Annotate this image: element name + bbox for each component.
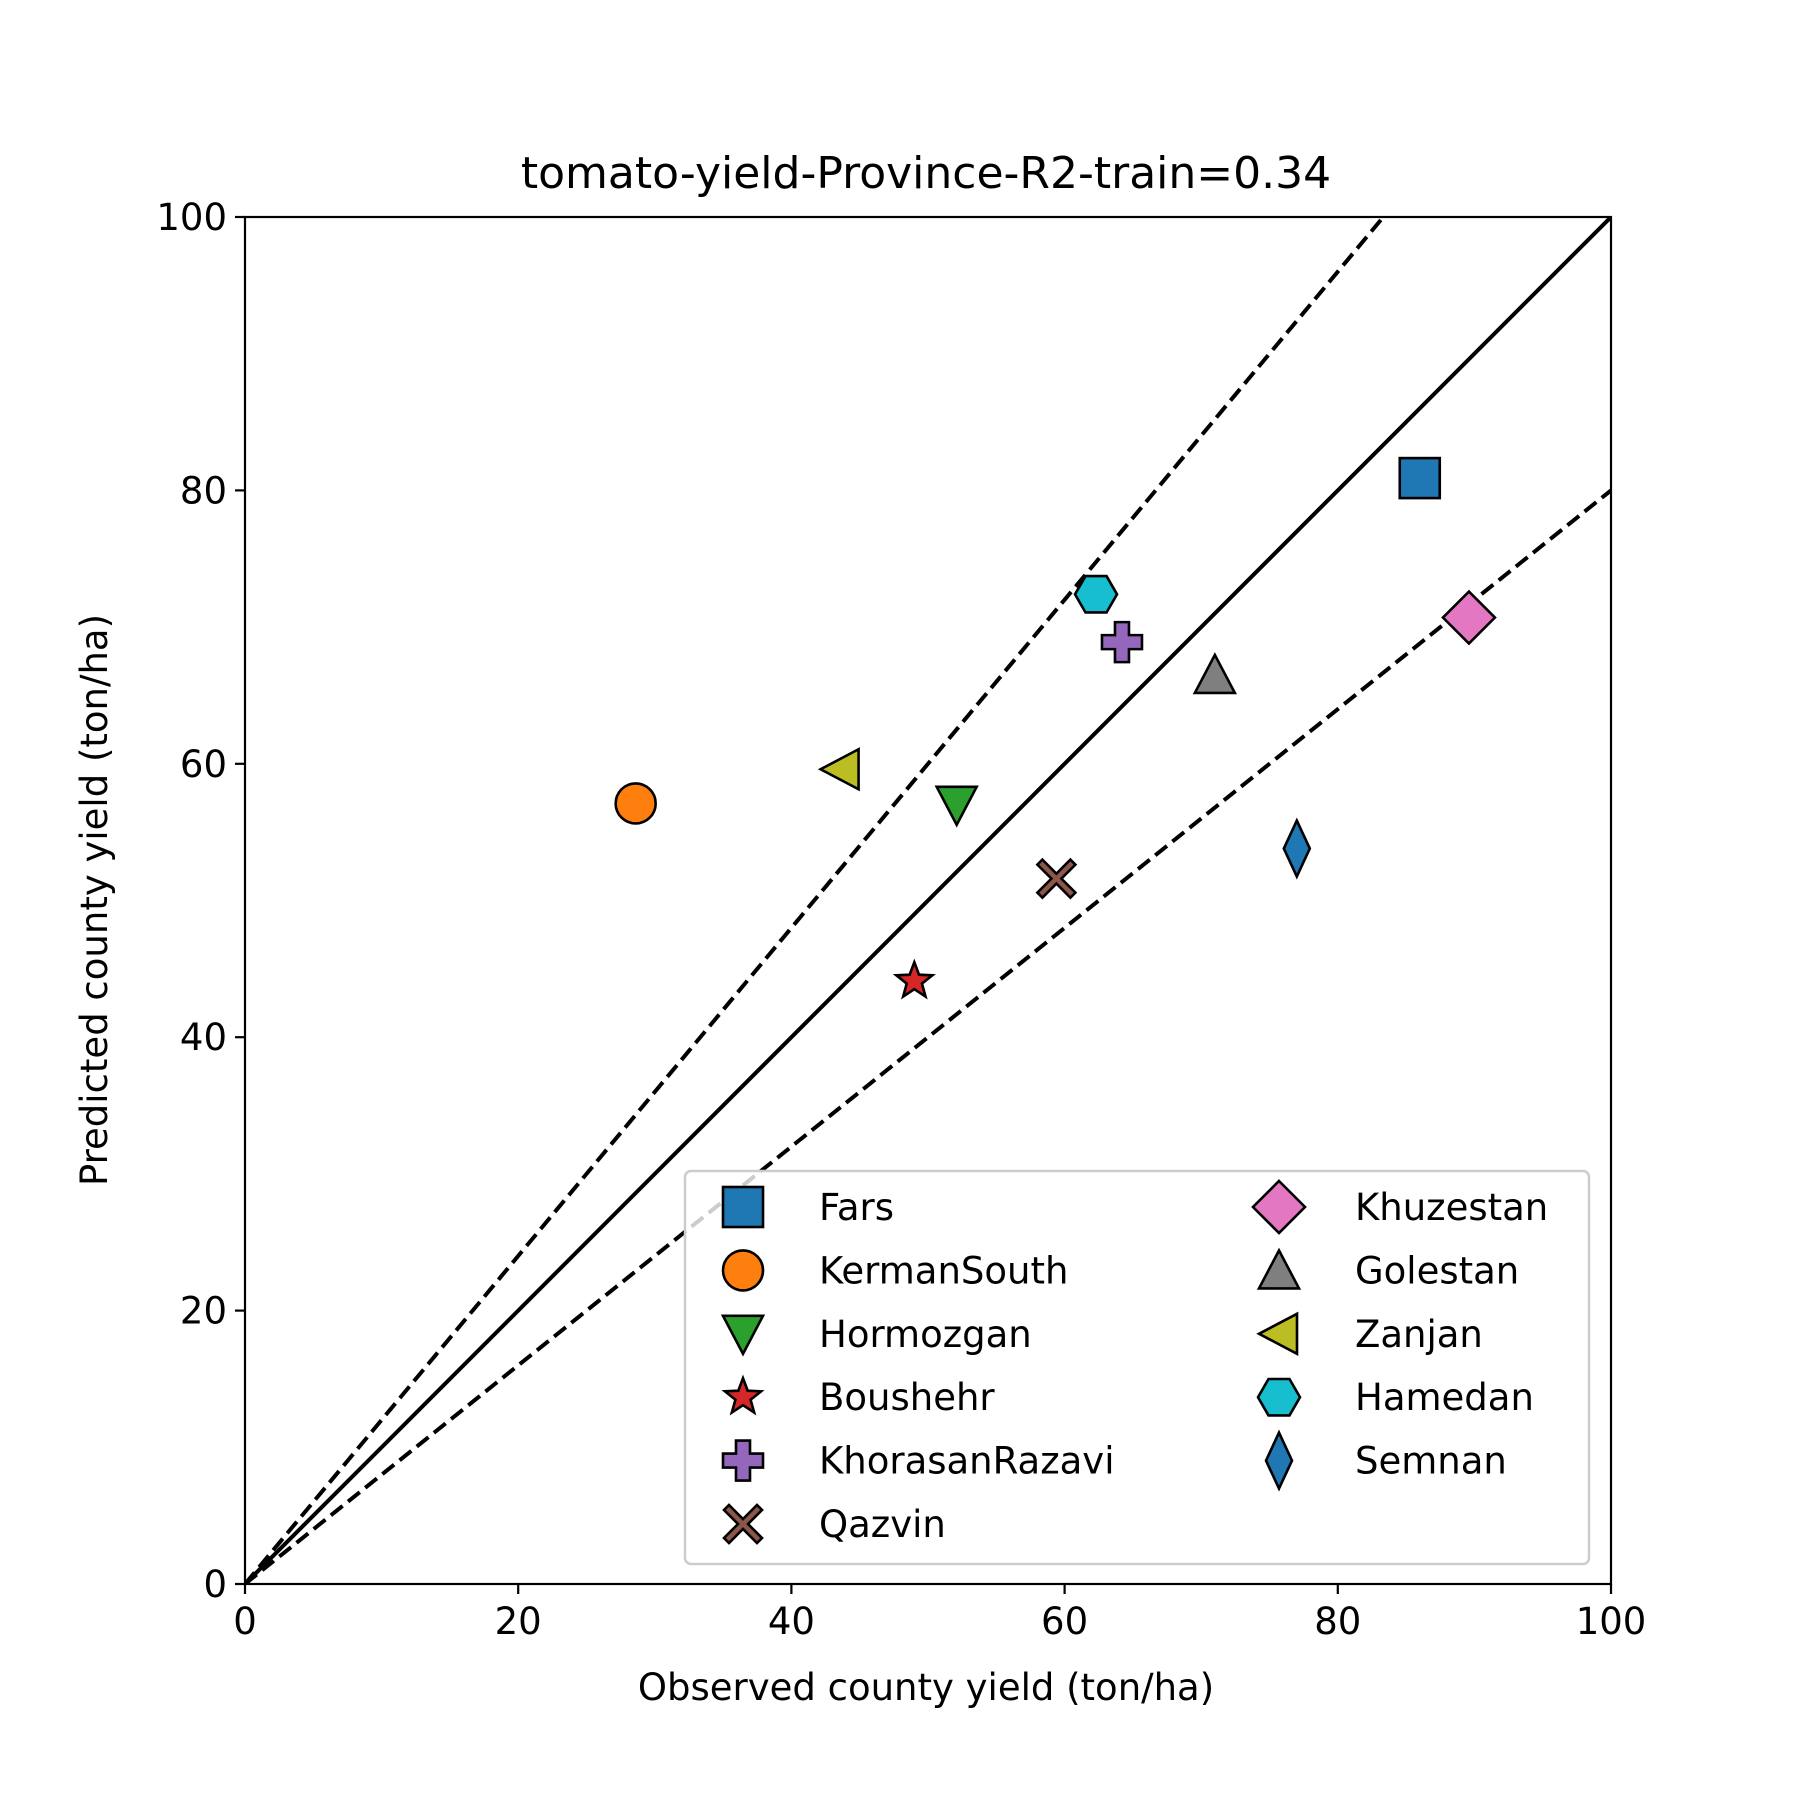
- y-tick-label: 0: [203, 1563, 227, 1606]
- point-golestan: [1192, 652, 1238, 695]
- reference-lines: [245, 217, 1611, 1584]
- plot-frame: [243, 215, 1613, 1586]
- x-tick-label: 100: [1576, 1600, 1647, 1643]
- legend-label-kermansouth: KermanSouth: [819, 1249, 1068, 1292]
- data-points: [614, 456, 1497, 1000]
- legend-marker-hamedan: [1256, 1377, 1302, 1417]
- legend-marker-qazvin: [722, 1503, 764, 1545]
- point-khuzestan: [1441, 589, 1497, 646]
- x-tick-label: 0: [233, 1600, 257, 1643]
- legend-label-qazvin: Qazvin: [819, 1503, 946, 1546]
- y-tick-label: 100: [156, 196, 227, 239]
- point-kermansouth: [614, 782, 657, 825]
- legend-label-golestan: Golestan: [1355, 1249, 1519, 1292]
- legend-marker-khorasanrazavi: [721, 1439, 765, 1482]
- legend-marker-boushehr: [721, 1374, 765, 1416]
- dashed-bound-line: [245, 217, 1385, 1584]
- legend-label-fars: Fars: [819, 1186, 894, 1229]
- legend-label-boushehr: Boushehr: [819, 1376, 995, 1419]
- legend-marker-khuzestan: [1251, 1179, 1307, 1235]
- legend-label-zanjan: Zanjan: [1355, 1313, 1483, 1356]
- y-tick-label: 80: [180, 469, 227, 512]
- legend: Fars KermanSouth Hormozgan Boushehr Khorasan…: [683, 1169, 1591, 1566]
- point-fars: [1398, 456, 1442, 500]
- x-tick-label: 60: [1041, 1600, 1088, 1643]
- y-tick-label: 60: [180, 743, 227, 786]
- legend-marker-zanjan: [1256, 1311, 1299, 1356]
- legend-label-hormozgan: Hormozgan: [819, 1313, 1032, 1356]
- x-tick-label: 40: [768, 1600, 815, 1643]
- y-tick-label: 40: [180, 1016, 227, 1059]
- point-semnan: [1282, 817, 1312, 880]
- legend-marker-semnan: [1264, 1429, 1294, 1492]
- y-axis-label: Predicted county yield (ton/ha): [73, 614, 116, 1186]
- legend-label-semnan: Semnan: [1355, 1440, 1507, 1483]
- x-axis-label: Observed county yield (ton/ha): [638, 1666, 1214, 1709]
- legend-label-khuzestan: Khuzestan: [1355, 1186, 1548, 1229]
- point-hormozgan: [934, 785, 979, 828]
- dashed-bound-line: [245, 488, 1611, 1584]
- legend-label-khorasanrazavi: KhorasanRazavi: [819, 1440, 1114, 1483]
- x-tick-label: 20: [495, 1600, 542, 1643]
- legend-marker-golestan: [1256, 1247, 1302, 1290]
- identity-line: [245, 217, 1611, 1584]
- point-khorasanrazavi: [1100, 620, 1144, 664]
- point-zanjan: [817, 747, 860, 792]
- legend-label-hamedan: Hamedan: [1355, 1376, 1534, 1419]
- point-hamedan: [1073, 574, 1119, 614]
- legend-marker-hormozgan: [720, 1314, 766, 1357]
- y-tick-label: 20: [180, 1290, 227, 1333]
- chart-title: tomato-yield-Province-R2-train=0.34: [521, 148, 1331, 199]
- point-boushehr: [892, 958, 936, 1000]
- axes: 0 20 40 60 80 100 0 20 40 60 80 100: [156, 196, 1646, 1643]
- legend-marker-fars: [721, 1185, 765, 1229]
- legend-marker-kermansouth: [721, 1249, 765, 1292]
- x-tick-label: 80: [1314, 1600, 1361, 1643]
- legend-box: [683, 1169, 1591, 1566]
- point-qazvin: [1035, 857, 1078, 900]
